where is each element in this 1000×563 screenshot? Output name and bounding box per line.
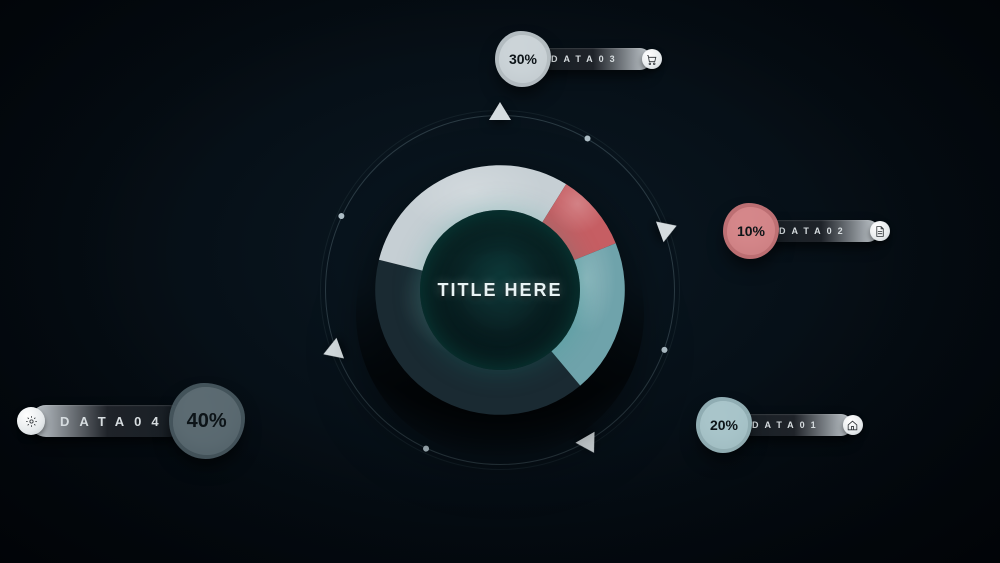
percent-text: 40% [187, 410, 227, 433]
donut-center: TITLE HERE [420, 210, 580, 370]
label-pill: DATA01 [736, 414, 852, 436]
percent-bubble: 20% [700, 401, 748, 449]
label-pill: DATA03 [535, 48, 651, 70]
orbit-dot [661, 346, 669, 354]
orbit-dot [337, 212, 345, 220]
label-pill: DATA04 [30, 405, 185, 437]
document-icon [870, 221, 890, 241]
data-label: DATA02 [779, 226, 849, 236]
cart-icon [642, 49, 662, 69]
percent-bubble: 30% [499, 35, 547, 83]
callout-data02: 10% DATA02 [727, 207, 879, 255]
percent-text: 10% [737, 223, 765, 239]
gear-icon [17, 407, 45, 435]
data-label: DATA04 [60, 414, 169, 429]
percent-bubble: 10% [727, 207, 775, 255]
percent-text: 30% [509, 51, 537, 67]
label-pill: DATA02 [763, 220, 879, 242]
callout-data03: 30% DATA03 [499, 35, 651, 83]
home-icon [843, 415, 863, 435]
percent-text: 20% [710, 417, 738, 433]
percent-bubble: 40% [173, 387, 241, 455]
data-label: DATA01 [752, 420, 822, 430]
data-label: DATA03 [551, 54, 621, 64]
callout-data01: 20% DATA01 [700, 401, 852, 449]
callout-data04: 40% DATA04 [30, 387, 241, 455]
donut-chart: TITLE HERE [370, 160, 630, 420]
chart-title: TITLE HERE [437, 280, 562, 301]
orbit-dot [583, 134, 591, 142]
orbit-dot [422, 445, 430, 453]
